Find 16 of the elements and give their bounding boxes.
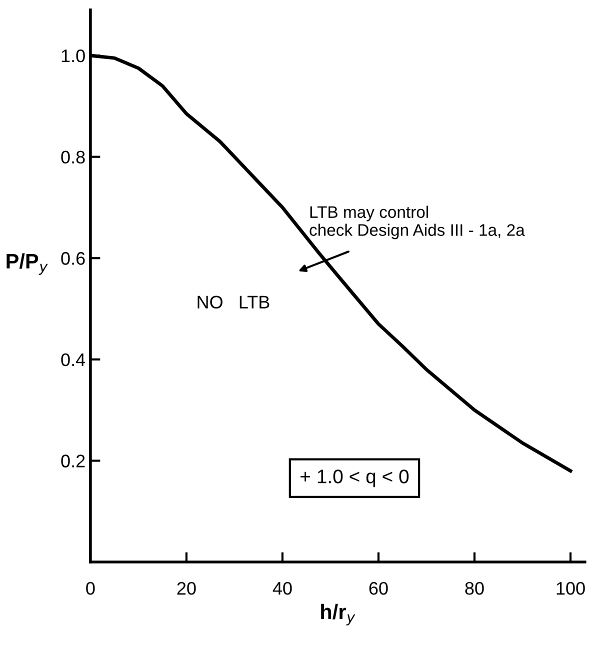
y-tick-label: 0.4: [61, 353, 86, 366]
annotation: NO LTB: [198, 296, 270, 308]
x-tick-label: 0: [86, 582, 95, 595]
x-tick-label: 60: [369, 582, 388, 595]
x-axis-title: h/r$_{y}$: [321, 604, 356, 626]
y-tick-label: 0.8: [61, 150, 85, 164]
y-tick-label: 0.6: [61, 252, 85, 265]
x-tick-label: 100: [556, 582, 585, 595]
y-tick-label: 1.0: [62, 49, 85, 62]
x-tick-label: 20: [177, 582, 196, 595]
y-axis-title: P/P$_{y}$: [6, 253, 48, 275]
y-tick-label: 0.2: [61, 454, 85, 468]
x-tick-label: 80: [465, 582, 484, 595]
annotation: + 1.0 < q < 0: [300, 470, 409, 488]
x-tick-label: 40: [272, 582, 292, 595]
annotation: LTB may control check Design Aids III - 1a, 2a: [310, 206, 525, 240]
